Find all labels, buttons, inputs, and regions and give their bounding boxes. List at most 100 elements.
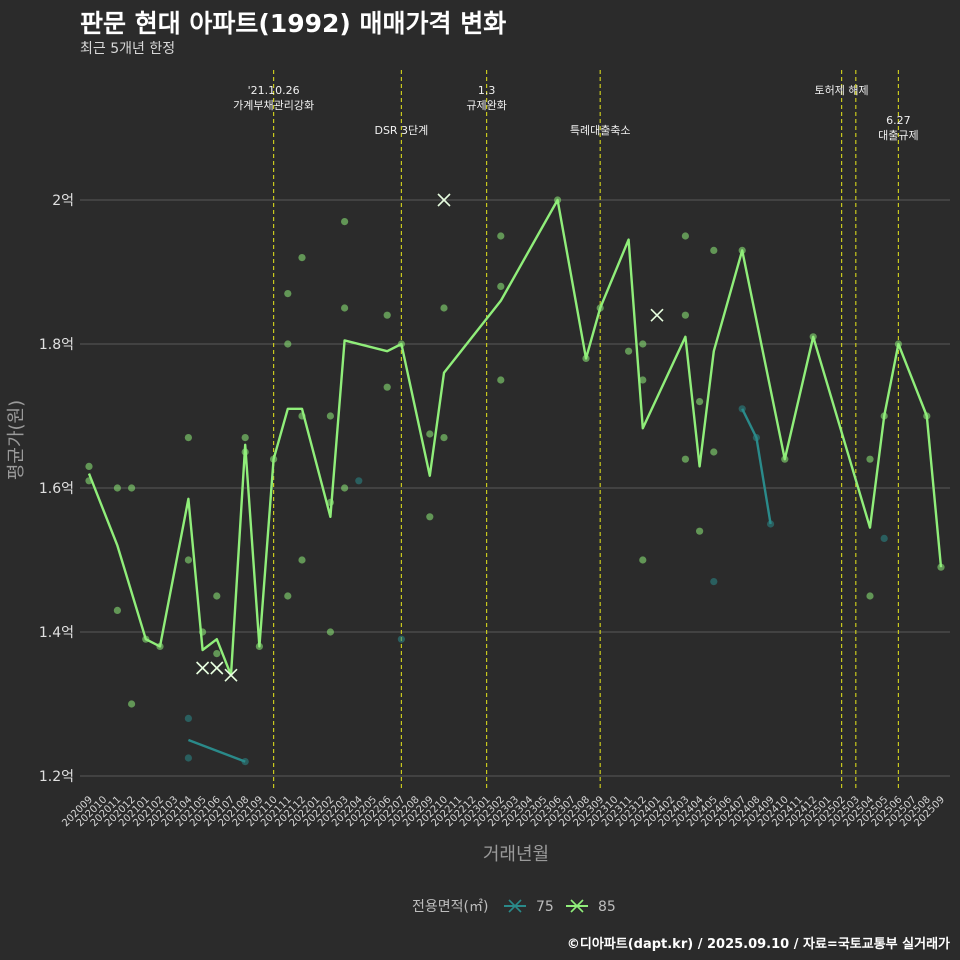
data-point xyxy=(880,412,888,420)
y-tick-label: 1.6억 xyxy=(39,481,74,497)
data-point xyxy=(184,434,192,442)
data-point xyxy=(128,700,136,708)
data-point xyxy=(681,311,690,319)
data-point xyxy=(326,412,334,420)
legend-title: 전용면적(㎡) xyxy=(412,899,488,915)
event-label: 규제완화 xyxy=(466,99,506,112)
data-point xyxy=(738,246,746,254)
data-point xyxy=(241,758,249,766)
data-point xyxy=(341,304,349,312)
legend-label: 75 xyxy=(536,899,554,915)
data-point xyxy=(184,754,192,762)
data-point xyxy=(113,606,121,615)
event-label: 1.3 xyxy=(478,84,496,97)
data-point xyxy=(426,430,434,438)
data-point xyxy=(241,434,249,442)
data-point xyxy=(284,592,292,600)
series-line xyxy=(741,408,772,525)
series-lines xyxy=(87,198,943,763)
series-line xyxy=(187,738,246,763)
data-point xyxy=(85,462,93,470)
transaction-points xyxy=(85,196,945,766)
data-point xyxy=(383,383,391,391)
data-point xyxy=(497,232,505,240)
data-point xyxy=(341,484,349,492)
data-point xyxy=(241,448,249,456)
legend-key-cross xyxy=(570,899,584,913)
data-point xyxy=(696,398,704,406)
data-point xyxy=(298,412,306,420)
cancelled-marker xyxy=(210,661,224,675)
data-point xyxy=(767,520,775,528)
data-point xyxy=(128,484,136,492)
legend-item-85: 85 xyxy=(566,899,616,915)
data-point xyxy=(894,340,903,348)
data-point xyxy=(596,304,604,312)
y-tick-label: 1.2억 xyxy=(39,769,74,785)
y-tick-label: 1.4억 xyxy=(39,625,74,641)
cancelled-marker xyxy=(224,668,238,682)
data-point xyxy=(710,448,718,456)
data-point xyxy=(383,311,391,319)
data-point xyxy=(880,534,888,543)
data-point xyxy=(752,434,761,442)
data-point xyxy=(199,628,207,636)
chart-subtitle: 최근 5개년 한정 xyxy=(80,41,176,57)
data-point xyxy=(184,556,192,564)
event-label: '21.10.26 xyxy=(248,84,300,97)
data-point xyxy=(937,563,945,571)
data-point xyxy=(156,642,164,651)
data-point xyxy=(738,405,746,413)
data-point xyxy=(184,714,192,723)
chart-title: 판문 현대 아파트(1992) 매매가격 변화 xyxy=(80,9,507,38)
gridlines xyxy=(80,199,950,777)
legend: 전용면적(㎡) 75 85 xyxy=(412,899,616,915)
cancelled-marker xyxy=(650,308,664,322)
data-point xyxy=(681,455,690,463)
data-point xyxy=(113,484,121,492)
data-point xyxy=(497,282,505,290)
data-point xyxy=(866,592,874,600)
data-point xyxy=(440,304,448,312)
cancelled-marker xyxy=(437,193,451,207)
cancelled-transaction-markers xyxy=(196,193,664,682)
data-point xyxy=(639,376,647,384)
legend-item-75: 75 xyxy=(504,899,554,915)
data-point xyxy=(255,642,263,651)
data-point xyxy=(866,455,874,463)
legend-label: 85 xyxy=(598,899,616,915)
data-point xyxy=(710,578,718,586)
data-point xyxy=(696,527,704,535)
data-point xyxy=(142,635,150,643)
data-point xyxy=(355,477,363,485)
source-credit: ©디아파트(dapt.kr) / 2025.09.10 / 자료=국토교통부 실… xyxy=(566,937,950,952)
y-axis-ticks: 1.2억 1.4억 1.6억 1.8억 2억 xyxy=(39,193,74,785)
data-point xyxy=(625,347,633,355)
data-point xyxy=(397,635,405,643)
data-point xyxy=(213,650,221,658)
event-label: 토허제 해제 xyxy=(815,83,869,97)
data-point xyxy=(284,340,292,348)
x-axis-title: 거래년월 xyxy=(483,844,549,865)
event-label: 가계부채관리강화 xyxy=(233,99,314,112)
data-point xyxy=(298,556,306,564)
event-label: DSR 3단계 xyxy=(374,124,428,137)
cancelled-marker xyxy=(196,661,210,675)
data-point xyxy=(270,455,278,463)
data-point xyxy=(326,498,334,506)
series-line xyxy=(87,198,943,677)
data-point xyxy=(213,592,221,600)
y-tick-label: 1.8억 xyxy=(39,337,74,353)
data-point xyxy=(582,354,590,362)
y-tick-label: 2억 xyxy=(52,193,74,209)
data-point xyxy=(554,196,562,204)
data-point xyxy=(326,628,334,636)
data-point xyxy=(284,290,292,298)
data-point xyxy=(639,340,647,348)
legend-key-cross xyxy=(508,899,522,913)
data-point xyxy=(809,333,817,341)
data-point xyxy=(341,218,349,226)
data-point xyxy=(440,434,448,442)
